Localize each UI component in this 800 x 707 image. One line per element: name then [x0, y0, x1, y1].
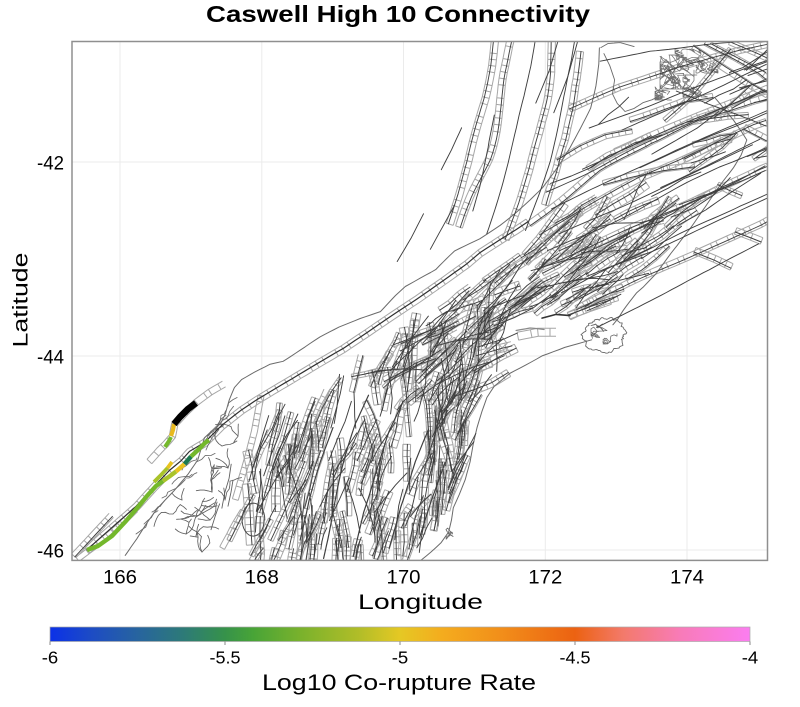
svg-text:-4: -4: [742, 648, 759, 668]
svg-text:172: 172: [528, 568, 562, 589]
svg-text:-46: -46: [37, 542, 64, 563]
svg-text:166: 166: [103, 568, 137, 589]
svg-text:Latitude: Latitude: [10, 253, 33, 348]
svg-text:-42: -42: [37, 154, 64, 175]
svg-text:-5.5: -5.5: [210, 648, 241, 668]
svg-text:-6: -6: [42, 648, 59, 668]
svg-text:168: 168: [245, 568, 279, 589]
svg-text:Caswell High 10 Connectivity: Caswell High 10 Connectivity: [206, 1, 590, 27]
svg-text:174: 174: [670, 568, 704, 589]
svg-text:-44: -44: [37, 348, 64, 369]
svg-text:-5: -5: [392, 648, 409, 668]
svg-text:Longitude: Longitude: [358, 591, 483, 614]
svg-text:Log10 Co-rupture Rate: Log10 Co-rupture Rate: [262, 670, 536, 695]
svg-text:-4.5: -4.5: [560, 648, 591, 668]
svg-text:170: 170: [387, 568, 421, 589]
